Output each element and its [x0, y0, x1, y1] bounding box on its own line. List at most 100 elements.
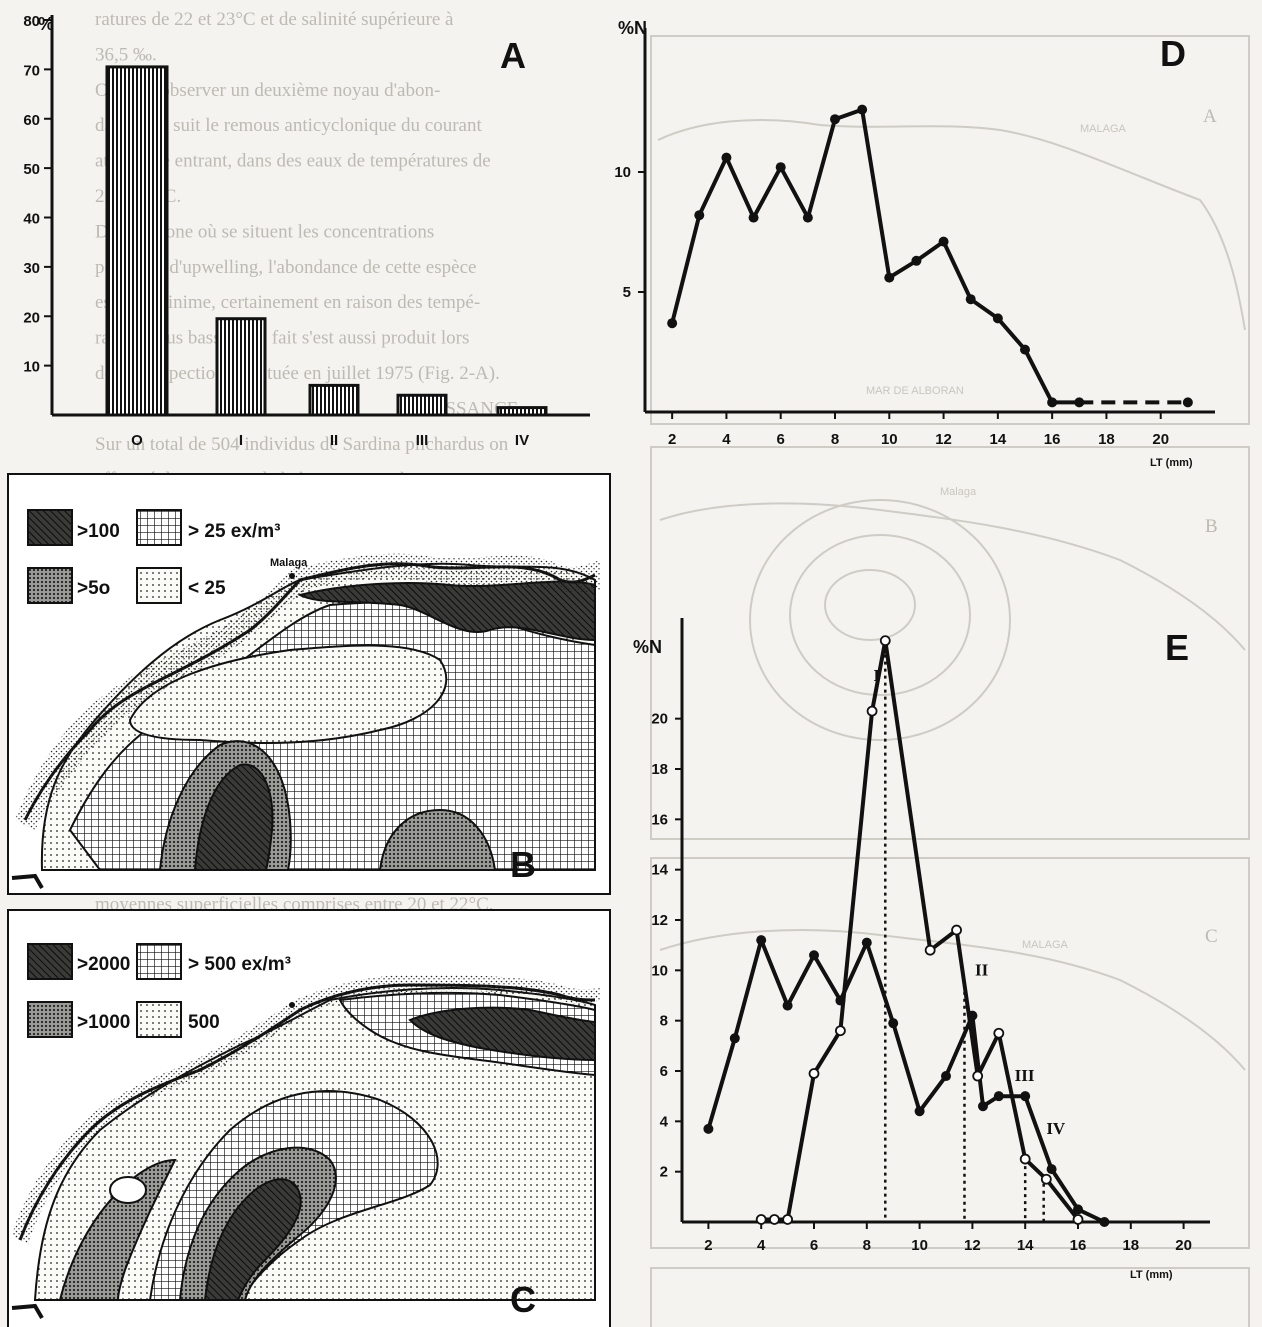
panel-e-open-point — [808, 1068, 820, 1079]
panel-d-y-unit: %N — [618, 18, 647, 38]
panel-d-line-chart: 2 4 6 8 10 12 14 16 18 20 5 10 %N LT (mm) D — [614, 18, 1215, 469]
background-map-labels: A MALAGA MAR DE ALBORAN B Malaga C MALAG… — [866, 106, 1218, 951]
panel-a-bar-iv — [496, 406, 548, 417]
panel-c-legend-swatch-2000 — [27, 943, 73, 980]
panel-e-filled-point — [835, 995, 846, 1006]
panel-d-ticks: 2 4 6 8 10 12 14 16 18 20 5 10 — [614, 164, 1169, 448]
panel-d-x-tick-label: 16 — [1044, 431, 1061, 448]
panel-b-legend-swatch-50 — [27, 567, 73, 604]
panel-e-y-tick-label: 2 — [660, 1164, 668, 1181]
bg-map-label-alboran: MAR DE ALBORAN — [866, 385, 964, 397]
panel-b-letter: B — [510, 844, 536, 885]
panel-c-zone-2000-coast — [408, 1006, 596, 1062]
panel-e-mean-size-lines — [884, 640, 1045, 1222]
panel-d-data-point — [1047, 397, 1058, 408]
panel-a-bar-iii — [396, 393, 448, 417]
panel-a-x-tick-label: O — [131, 432, 143, 449]
panel-b-legend-swatch-25plus — [136, 509, 182, 546]
panel-e-open-point — [769, 1214, 780, 1225]
panel-e-open-point — [951, 924, 962, 936]
panel-e-filled-point — [756, 935, 767, 946]
panel-e-x-tick-label: 20 — [1175, 1237, 1192, 1254]
panel-d-data-point — [775, 162, 786, 173]
panel-a-x-tick-label: II — [330, 432, 338, 449]
background-text-line: 36,5 ‰. — [95, 44, 157, 65]
panel-d-x-tick-label: 14 — [990, 431, 1007, 448]
panel-e-open-point — [993, 1027, 1005, 1039]
panel-a-letter: A — [500, 35, 526, 76]
bg-map-label-a: A — [1203, 106, 1217, 127]
panel-d-data-point — [992, 313, 1003, 324]
panel-b-southwest-coast — [11, 873, 44, 890]
panel-d-x-tick-label: 18 — [1098, 431, 1115, 448]
panel-e-y-tick-label: 16 — [651, 811, 668, 828]
panel-b-legend-label-lt25: < 25 — [188, 578, 226, 599]
panel-e-x-tick-label: 18 — [1122, 1237, 1139, 1254]
panel-d-data-point — [911, 255, 922, 266]
panel-e-filled-point — [941, 1071, 951, 1082]
panel-b-legend-label-100: >100 — [77, 521, 120, 542]
panel-b-legend-label-50: >5o — [77, 578, 110, 599]
panel-c-dense-strip — [58, 1158, 177, 1301]
panel-e-filled-point — [861, 937, 872, 948]
panel-b-low-patch — [128, 644, 448, 744]
panel-d-x-tick-label: 6 — [777, 431, 785, 448]
panel-d-data-point — [884, 272, 895, 283]
panel-e-open-point — [1072, 1214, 1084, 1225]
panel-d-x-tick-label: 8 — [831, 431, 839, 448]
panel-e-ticks: 2 4 6 8 10 12 14 16 18 20 2 4 6 8 10 12 14 16 18 20 — [651, 711, 1192, 1254]
panel-b-zone-100-coast — [297, 580, 596, 642]
panel-e-x-tick-label: 6 — [810, 1237, 818, 1254]
panel-a-y-tick-label: 70 — [23, 62, 40, 79]
panel-d-data-point — [1020, 344, 1030, 355]
panel-e-letter: E — [1165, 627, 1189, 668]
panel-e-cohort-label: II — [975, 960, 989, 979]
panel-e-open-point — [1019, 1153, 1031, 1165]
panel-e-cohort-label: IV — [1046, 1119, 1066, 1138]
panel-c-letter: C — [510, 1279, 536, 1320]
panel-c-legend-label-500: 500 — [188, 1012, 220, 1033]
panel-d-series — [667, 104, 1193, 408]
panel-d-x-tick-label: 12 — [935, 431, 952, 448]
panel-d-data-point — [857, 104, 868, 115]
panel-d-data-point — [830, 114, 840, 125]
panel-a-y-tick-label: 50 — [23, 161, 40, 178]
panel-d-y-tick-label: 10 — [614, 164, 631, 181]
panel-d-data-point — [965, 294, 976, 305]
background-text-line: Dans la zone où se situent les concentra… — [95, 221, 434, 242]
panel-b-legend-swatch-100 — [27, 509, 73, 546]
panel-e-series-line-open — [761, 638, 1080, 1222]
panel-e-filled-point — [809, 950, 819, 961]
panel-c-legend-label-500plus: > 500 ex/m³ — [188, 954, 291, 975]
bg-map-label-malaga-3: MALAGA — [1022, 939, 1069, 951]
background-text-line: ratures de 22 et 23°C et de salinité sup… — [95, 9, 454, 30]
panel-e-filled-point — [977, 1101, 988, 1112]
panel-b-place-label: Malaga — [270, 557, 308, 569]
panel-b-legend: >100 > 25 ex/m³ >5o < 25 — [27, 509, 280, 604]
panel-e-x-tick-label: 10 — [911, 1237, 928, 1254]
panel-e-open-point — [755, 1214, 767, 1225]
panel-e-open-point — [879, 635, 891, 647]
bg-map-label-malaga: MALAGA — [1080, 123, 1127, 135]
panel-a-y-tick-label: 30 — [23, 260, 40, 277]
panel-e-y-tick-label: 10 — [651, 962, 668, 979]
panel-d-x-tick-label: 2 — [668, 431, 676, 448]
panel-d-data-point — [802, 212, 813, 223]
panel-e-y-tick-label: 12 — [651, 912, 668, 929]
panel-b-map: Malaga >100 > 25 ex/m³ >5o < 25 B — [7, 473, 611, 895]
panel-e-filled-point — [1099, 1217, 1110, 1227]
panel-e-filled-point — [993, 1091, 1004, 1102]
bg-map-label-b: B — [1205, 516, 1218, 537]
panel-e-filled-point — [729, 1033, 740, 1044]
panel-e-open-point — [782, 1214, 793, 1225]
panel-e-series — [703, 635, 1110, 1227]
panel-e-x-tick-label: 14 — [1017, 1237, 1034, 1254]
panel-d-x-tick-label: 20 — [1152, 431, 1169, 448]
bg-map-label-c: C — [1205, 926, 1218, 947]
panel-e-y-tick-label: 14 — [651, 862, 668, 879]
panel-e-y-tick-label: 18 — [651, 761, 668, 778]
panel-e-filled-point — [1020, 1091, 1031, 1102]
